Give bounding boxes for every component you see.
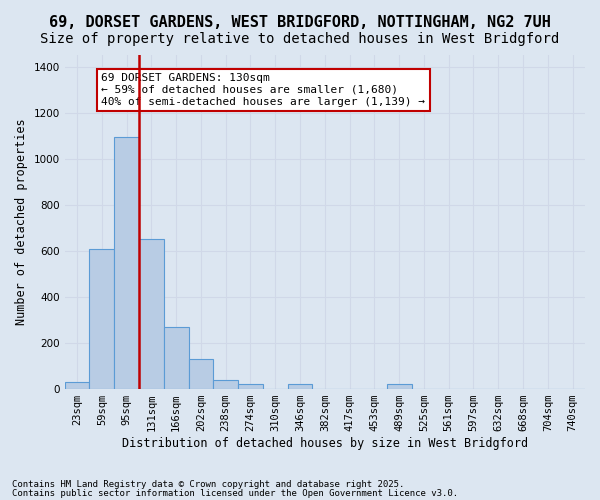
X-axis label: Distribution of detached houses by size in West Bridgford: Distribution of detached houses by size … bbox=[122, 437, 528, 450]
Bar bbox=[387, 384, 412, 389]
Bar bbox=[139, 240, 164, 389]
Bar bbox=[238, 384, 263, 389]
Y-axis label: Number of detached properties: Number of detached properties bbox=[15, 118, 28, 326]
Text: 69, DORSET GARDENS, WEST BRIDGFORD, NOTTINGHAM, NG2 7UH: 69, DORSET GARDENS, WEST BRIDGFORD, NOTT… bbox=[49, 15, 551, 30]
Text: Contains public sector information licensed under the Open Government Licence v3: Contains public sector information licen… bbox=[12, 488, 458, 498]
Bar bbox=[214, 380, 238, 389]
Bar bbox=[65, 382, 89, 389]
Bar bbox=[89, 248, 114, 389]
Bar bbox=[287, 384, 313, 389]
Bar bbox=[164, 327, 188, 389]
Bar bbox=[114, 137, 139, 389]
Bar bbox=[188, 359, 214, 389]
Text: Size of property relative to detached houses in West Bridgford: Size of property relative to detached ho… bbox=[40, 32, 560, 46]
Text: Contains HM Land Registry data © Crown copyright and database right 2025.: Contains HM Land Registry data © Crown c… bbox=[12, 480, 404, 489]
Text: 69 DORSET GARDENS: 130sqm
← 59% of detached houses are smaller (1,680)
40% of se: 69 DORSET GARDENS: 130sqm ← 59% of detac… bbox=[101, 74, 425, 106]
